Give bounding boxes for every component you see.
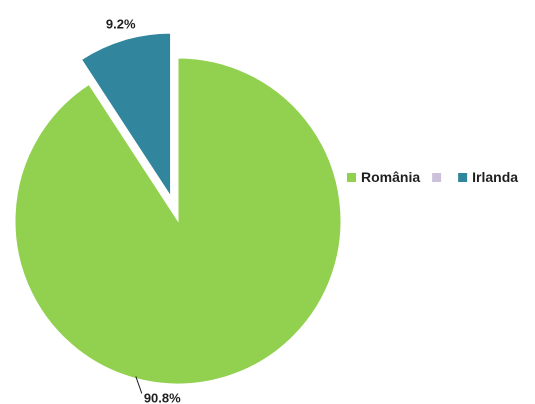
legend-swatch-romania <box>347 173 356 182</box>
slices-layer <box>14 32 342 385</box>
pie-slice-romania <box>14 57 342 385</box>
data-label-romania: 90.8% <box>144 390 181 404</box>
legend-swatch-irlanda <box>458 173 468 182</box>
data-label-irlanda: 9.2% <box>106 16 136 31</box>
pie-slice-irlanda <box>80 32 172 198</box>
leader-line-romania <box>135 376 143 394</box>
legend-swatch-empty-1 <box>432 173 442 182</box>
legend-label-irlanda: Irlanda <box>472 169 518 185</box>
legend-label-romania: România <box>361 169 420 185</box>
legend: România Irlanda <box>347 169 518 185</box>
data-labels-layer: 90.8% 9.2% <box>106 16 181 404</box>
